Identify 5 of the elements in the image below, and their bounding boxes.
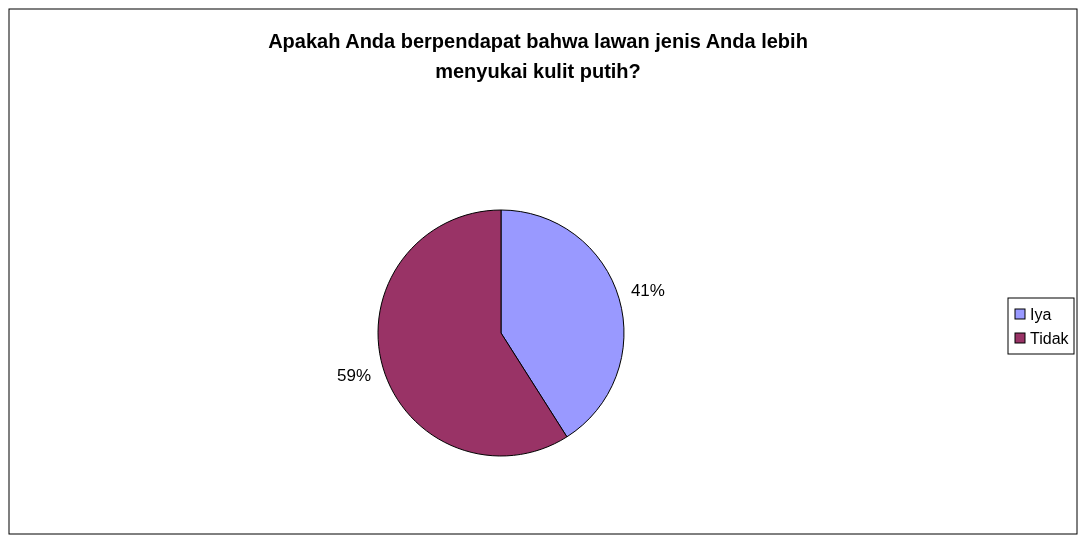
chart-title: Apakah Anda berpendapat bahwa lawan jenis Anda lebih menyukai kulit putih? <box>268 30 808 82</box>
legend-label: Tidak <box>1030 329 1070 347</box>
data-label: 59% <box>337 366 372 386</box>
data-label: 41% <box>630 280 665 300</box>
legend-label: Iya <box>1030 305 1052 323</box>
